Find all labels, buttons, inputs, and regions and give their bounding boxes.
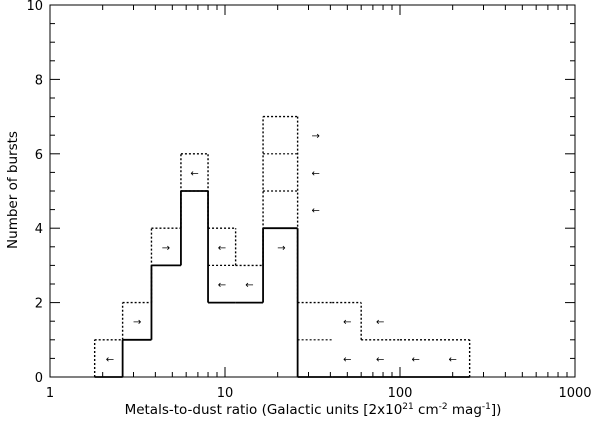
x-tick-label: 10	[217, 386, 234, 401]
right-arrow-icon: →	[277, 243, 285, 254]
x-tick-label: 100	[388, 386, 413, 401]
left-arrow-icon: ←	[448, 354, 456, 365]
left-arrow-icon: ←	[190, 168, 198, 179]
left-arrow-icon: ←	[343, 354, 351, 365]
axis-ticks	[49, 4, 576, 378]
plot-frame	[49, 4, 576, 378]
x-axis-title: Metals-to-dust ratio (Galactic units [2x…	[125, 402, 502, 418]
y-tick-label: 10	[26, 0, 43, 14]
x-tick-labels: 1 10 100 1000	[46, 386, 592, 401]
y-axis-title: Number of bursts	[5, 131, 21, 249]
left-arrow-icon: ←	[376, 317, 384, 328]
right-arrow-icon: →	[312, 131, 320, 142]
left-arrow-icon: ←	[312, 206, 320, 217]
left-arrow-icon: ←	[218, 280, 226, 291]
x-tick-label: 1	[46, 386, 54, 401]
left-arrow-icon: ←	[106, 354, 114, 365]
y-tick-labels: 0 2 4 6 8 10	[26, 0, 43, 386]
histogram-series	[93, 115, 471, 378]
left-arrow-icon: ←	[245, 280, 253, 291]
left-arrow-icon: ←	[376, 354, 384, 365]
y-tick-label: 0	[35, 371, 43, 386]
left-arrow-icon: ←	[343, 317, 351, 328]
right-arrow-icon: →	[162, 243, 170, 254]
left-arrow-icon: ←	[218, 243, 226, 254]
y-tick-label: 4	[35, 222, 43, 237]
limit-arrows: ← → → ← ← ← ← → → ← ← ← ← ← ← ← ←	[106, 131, 457, 365]
y-tick-label: 8	[35, 73, 43, 88]
left-arrow-icon: ←	[412, 354, 420, 365]
x-tick-label: 1000	[558, 386, 591, 401]
left-arrow-icon: ←	[312, 168, 320, 179]
y-tick-label: 2	[35, 297, 43, 312]
right-arrow-icon: →	[133, 317, 141, 328]
y-tick-label: 6	[35, 148, 43, 163]
